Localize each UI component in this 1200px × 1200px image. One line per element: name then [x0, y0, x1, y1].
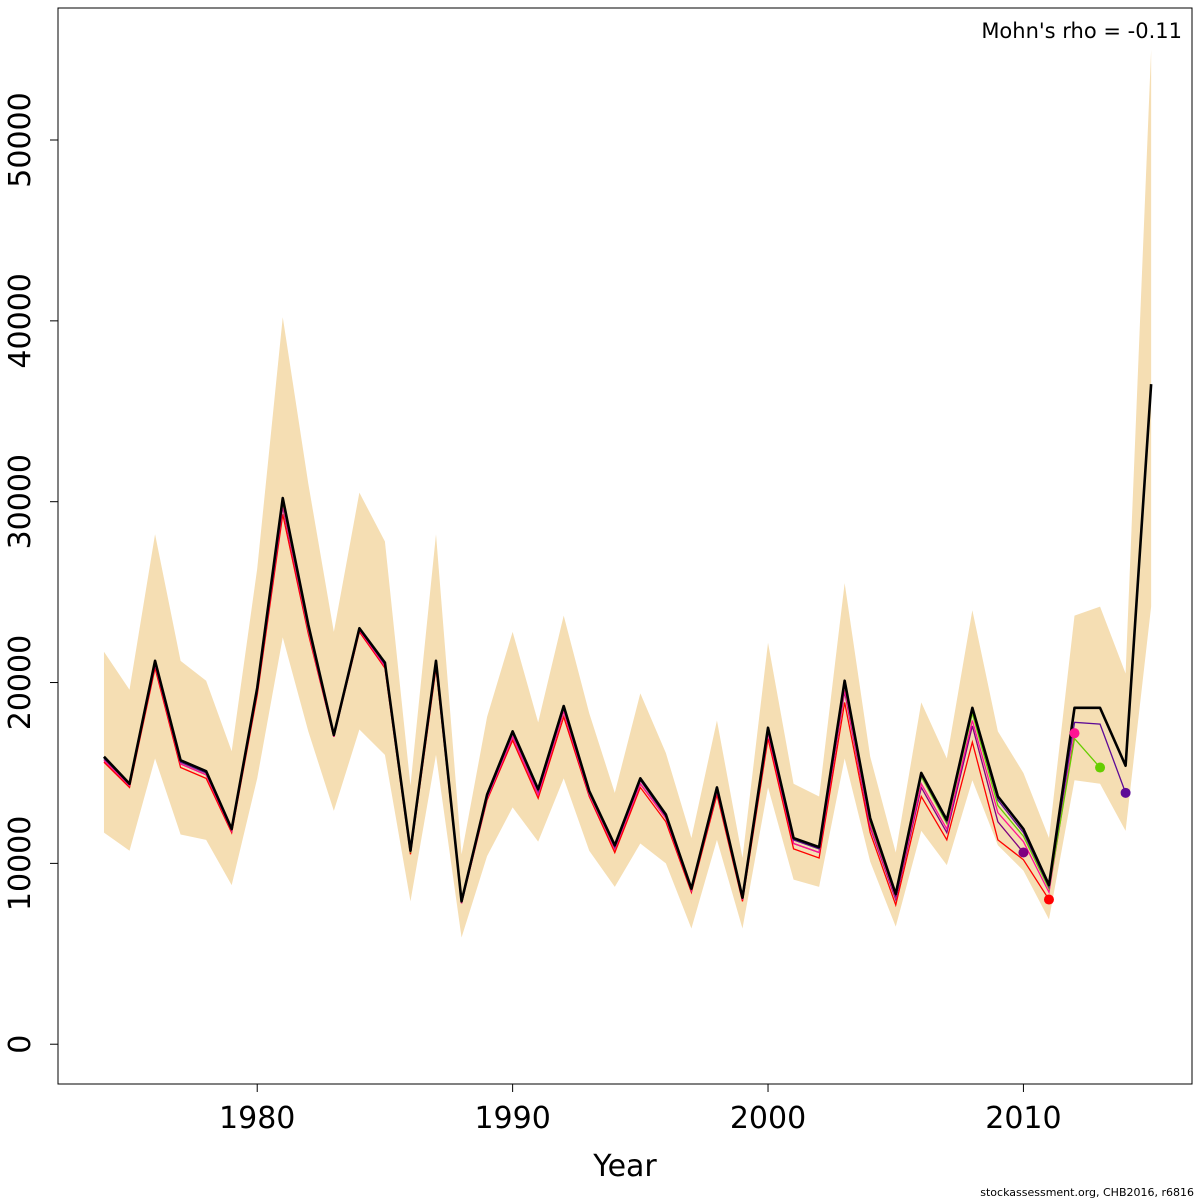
y-tick-label-0: 0	[3, 1035, 38, 1054]
y-axis: 0 10000 20000 30000 40000 50000	[3, 92, 58, 1054]
x-tick-label-1990: 1990	[474, 1101, 550, 1136]
main-series-layer	[103, 384, 1153, 903]
x-axis-title: Year	[592, 1149, 657, 1184]
mohns-rho-annotation: Mohn's rho = -0.11	[981, 19, 1182, 43]
endpoint-layer	[1018, 728, 1131, 905]
retro-endpoint-2	[1018, 847, 1029, 858]
retro-endpoint-4	[1095, 762, 1106, 773]
y-tick-label-10000: 10000	[3, 816, 38, 911]
x-tick-label-2010: 2010	[985, 1101, 1061, 1136]
main-series-line	[103, 384, 1153, 903]
y-tick-label-30000: 30000	[3, 454, 38, 549]
y-tick-label-40000: 40000	[3, 273, 38, 368]
confidence-band-layer	[103, 49, 1152, 938]
y-tick-label-20000: 20000	[3, 635, 38, 730]
credit-text: stockassessment.org, CHB2016, r6816	[980, 1186, 1194, 1199]
retro-endpoint-5	[1120, 787, 1131, 798]
confidence-band	[103, 49, 1152, 938]
retro-endpoint-1	[1043, 894, 1054, 905]
x-tick-label-2000: 2000	[730, 1101, 806, 1136]
x-tick-label-1980: 1980	[219, 1101, 295, 1136]
y-tick-label-50000: 50000	[3, 92, 38, 187]
retro-endpoint-3	[1069, 728, 1080, 739]
x-axis: 1980 1990 2000 2010	[219, 1084, 1062, 1136]
plot-frame	[57, 7, 1193, 1085]
